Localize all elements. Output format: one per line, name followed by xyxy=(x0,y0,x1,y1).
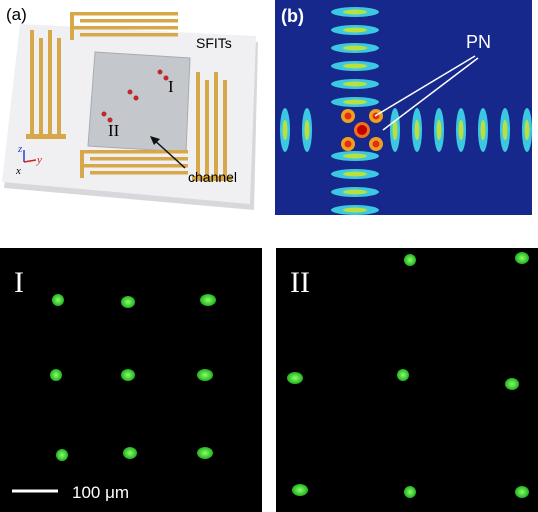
panel-a xyxy=(2,12,258,210)
axis-y xyxy=(23,159,37,163)
arrow-head xyxy=(150,136,160,145)
particle xyxy=(515,486,529,498)
electrode-finger xyxy=(80,164,188,168)
scale-label: 100 μm xyxy=(72,483,129,502)
field-lobe xyxy=(480,120,486,140)
field-lobe xyxy=(414,120,420,140)
particle xyxy=(56,449,68,461)
field-map xyxy=(275,0,532,215)
electrode-finger xyxy=(214,72,218,177)
field-lobe xyxy=(524,120,530,140)
particle xyxy=(52,294,64,306)
particle xyxy=(133,95,139,101)
field-node xyxy=(357,125,367,135)
electrode-finger xyxy=(80,19,178,23)
axis-label: y xyxy=(36,154,42,166)
field-pattern xyxy=(280,7,532,215)
axis-label: x xyxy=(15,165,21,177)
particle xyxy=(197,447,213,459)
particle xyxy=(163,75,169,81)
panel-label: (b) xyxy=(281,6,304,26)
particle xyxy=(127,89,133,95)
field-lobe xyxy=(343,189,367,195)
electrode-finger xyxy=(70,26,178,30)
electrode-finger xyxy=(57,38,61,135)
field-lobe xyxy=(343,207,367,213)
particles xyxy=(50,252,529,498)
particle xyxy=(200,294,216,306)
field-lobe xyxy=(343,171,367,177)
electrode-finger xyxy=(90,171,188,175)
field-lobe xyxy=(343,9,367,15)
field-lobe xyxy=(392,120,398,140)
particle xyxy=(123,447,137,459)
particle xyxy=(107,117,113,123)
particle xyxy=(515,252,529,264)
particle xyxy=(404,486,416,498)
region-label: II xyxy=(108,121,120,140)
electrode-finger xyxy=(70,12,178,16)
field-lobe xyxy=(343,45,367,51)
channel-label: channel xyxy=(188,169,237,185)
electrode-finger xyxy=(30,30,34,135)
electrode-finger xyxy=(80,33,178,37)
particle xyxy=(157,69,163,75)
channel-block xyxy=(87,51,191,153)
field-lobe xyxy=(343,81,367,87)
sfits-label: SFITs xyxy=(196,35,232,51)
electrodes xyxy=(26,12,232,181)
electrode-bus xyxy=(26,134,66,139)
pn-arrow xyxy=(374,55,476,117)
electrode-finger xyxy=(80,150,188,154)
field-lobe xyxy=(304,120,310,140)
electrode-finger xyxy=(196,72,200,177)
particle xyxy=(121,296,135,308)
field-lobe xyxy=(502,120,508,140)
panel-label: (a) xyxy=(6,5,27,24)
particle xyxy=(197,369,213,381)
particle xyxy=(397,369,409,381)
particle xyxy=(287,372,303,384)
electrode-finger xyxy=(90,157,188,161)
field-lobe xyxy=(343,27,367,33)
electrode-bus xyxy=(70,12,74,40)
panel-label: I xyxy=(14,266,24,299)
particle xyxy=(505,378,519,390)
electrode-bus xyxy=(192,176,232,181)
particle xyxy=(50,369,62,381)
field-lobe xyxy=(436,120,442,140)
particle xyxy=(101,111,107,117)
field-node xyxy=(344,112,352,120)
electrode-bus xyxy=(80,150,84,178)
field-lobe xyxy=(343,99,367,105)
electrode-finger xyxy=(48,30,52,135)
particle xyxy=(404,254,416,266)
field-node xyxy=(372,140,380,148)
electrode-finger xyxy=(39,38,43,135)
pn-label: PN xyxy=(466,32,491,52)
field-lobe xyxy=(458,120,464,140)
region-label: I xyxy=(168,77,174,96)
pn-arrow xyxy=(382,57,479,131)
particle xyxy=(121,369,135,381)
field-lobe xyxy=(343,153,367,159)
channel-arrow xyxy=(151,137,186,169)
electrode-finger xyxy=(223,80,227,177)
panel-label: II xyxy=(290,266,310,299)
micrograph xyxy=(276,248,538,512)
electrode-finger xyxy=(205,80,209,177)
particle xyxy=(292,484,308,496)
field-node xyxy=(344,140,352,148)
field-lobe xyxy=(282,120,288,140)
axis-label: z xyxy=(17,143,23,155)
field-lobe xyxy=(343,63,367,69)
